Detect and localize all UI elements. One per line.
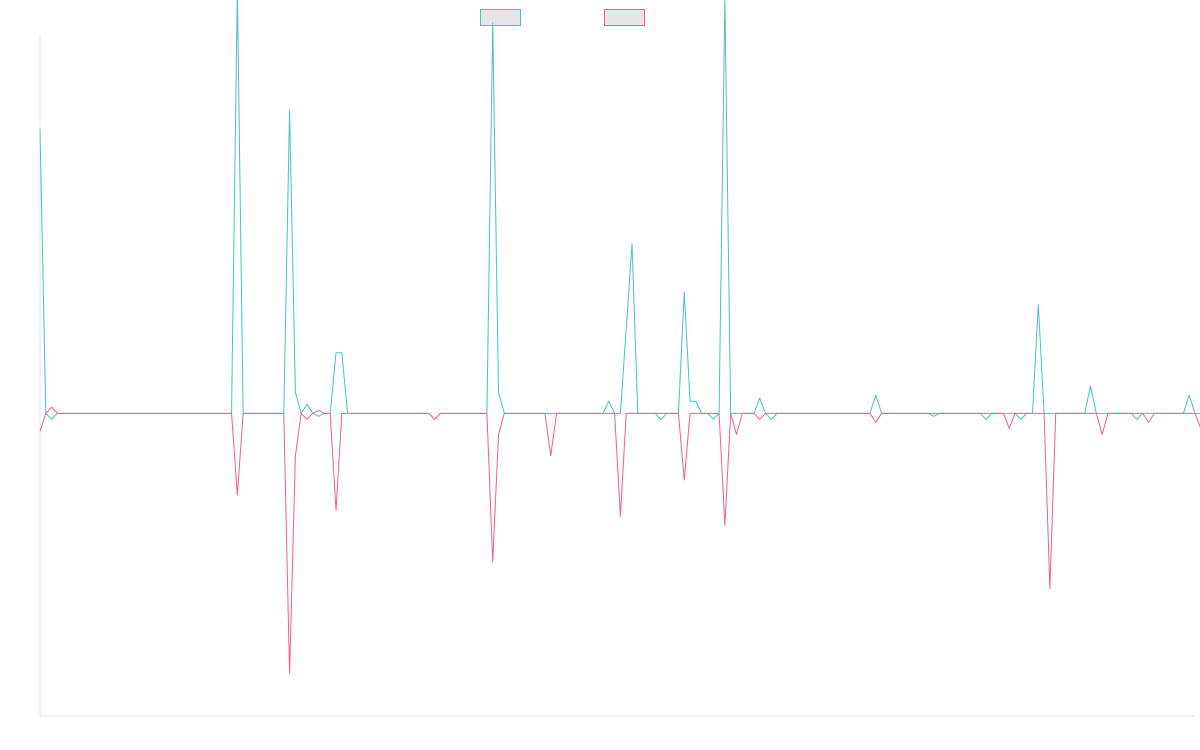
legend-item-series-1[interactable] xyxy=(480,9,521,26)
series-layer xyxy=(39,0,1200,675)
legend[interactable] xyxy=(480,9,645,26)
legend-swatch-series-1[interactable] xyxy=(480,9,521,26)
legend-swatch-series-2[interactable] xyxy=(604,9,645,26)
series-1-line xyxy=(39,0,1200,420)
series-2-line xyxy=(39,406,1200,675)
chart-axes xyxy=(39,35,1195,717)
legend-item-series-2[interactable] xyxy=(604,9,645,26)
